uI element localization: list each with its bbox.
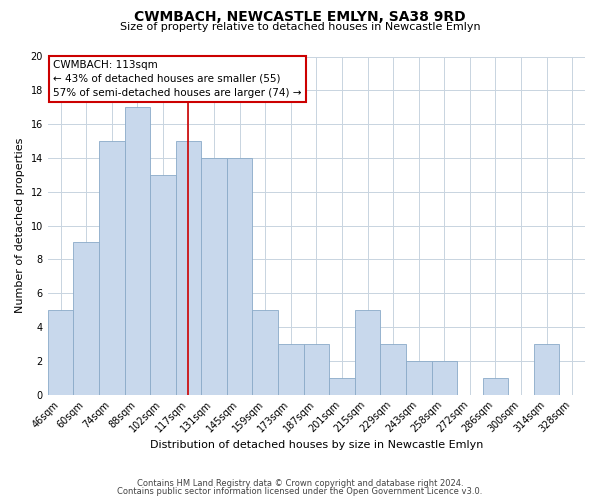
Bar [253,310,278,394]
Bar [176,141,201,395]
Bar [125,107,150,395]
Bar [150,175,176,394]
Text: Contains HM Land Registry data © Crown copyright and database right 2024.: Contains HM Land Registry data © Crown c… [137,478,463,488]
Bar [380,344,406,395]
Bar [48,310,73,394]
Bar [73,242,99,394]
Text: Size of property relative to detached houses in Newcastle Emlyn: Size of property relative to detached ho… [119,22,481,32]
Text: CWMBACH: 113sqm
← 43% of detached houses are smaller (55)
57% of semi-detached h: CWMBACH: 113sqm ← 43% of detached houses… [53,60,302,98]
Text: CWMBACH, NEWCASTLE EMLYN, SA38 9RD: CWMBACH, NEWCASTLE EMLYN, SA38 9RD [134,10,466,24]
Bar [278,344,304,395]
X-axis label: Distribution of detached houses by size in Newcastle Emlyn: Distribution of detached houses by size … [150,440,483,450]
Bar [227,158,253,394]
Bar [482,378,508,394]
Y-axis label: Number of detached properties: Number of detached properties [15,138,25,313]
Bar [355,310,380,394]
Bar [534,344,559,395]
Bar [406,361,431,394]
Text: Contains public sector information licensed under the Open Government Licence v3: Contains public sector information licen… [118,487,482,496]
Bar [304,344,329,395]
Bar [201,158,227,394]
Bar [99,141,125,395]
Bar [431,361,457,394]
Bar [329,378,355,394]
